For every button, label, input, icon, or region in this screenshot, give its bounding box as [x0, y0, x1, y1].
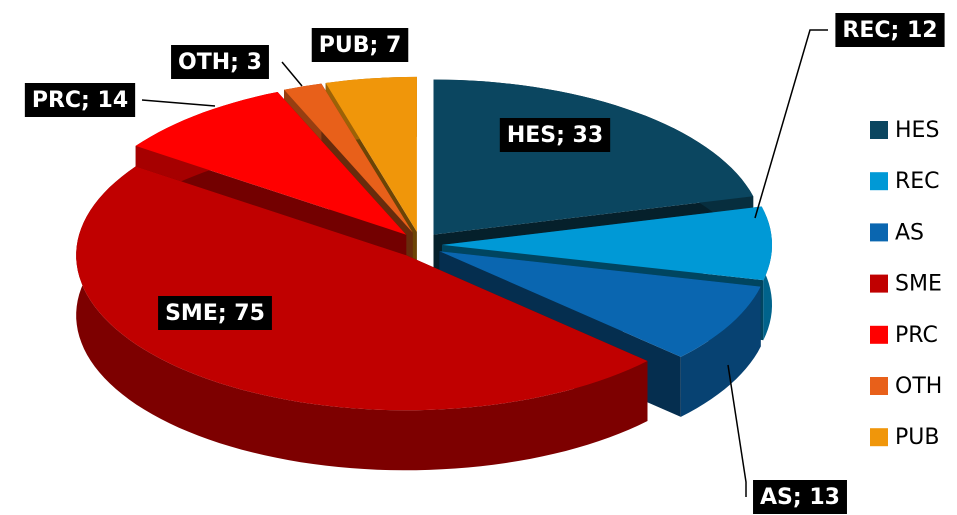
legend-label: SME	[895, 272, 942, 297]
leader-line	[141, 99, 216, 107]
data-labels: HES; 33 REC; 12 AS; 13 SME; 75 PRC; 14 OTH; 3…	[24, 13, 945, 514]
data-label: PRC; 14	[32, 88, 128, 113]
legend-label: OTH	[895, 374, 942, 399]
legend-label: PRC	[895, 323, 938, 348]
label-box	[171, 45, 269, 79]
pie	[76, 76, 772, 471]
legend-swatch	[870, 377, 888, 395]
slice	[325, 76, 417, 232]
slice-wall	[680, 286, 761, 417]
slice	[442, 206, 772, 281]
slice	[439, 251, 761, 357]
legend-label: AS	[895, 220, 924, 245]
label-box	[24, 83, 136, 117]
slice-wall	[76, 166, 648, 471]
data-label: REC; 12	[842, 18, 937, 43]
label-box	[499, 118, 611, 152]
legend-swatch	[870, 121, 888, 139]
data-label: HES; 33	[507, 123, 603, 148]
legend-swatch	[870, 325, 888, 344]
legend-label: HES	[895, 118, 939, 143]
label-box	[158, 296, 272, 330]
leader-line	[727, 364, 747, 497]
label-box	[311, 28, 409, 62]
legend-label: REC	[895, 169, 940, 194]
leader-line	[281, 61, 303, 87]
legend-swatch	[870, 274, 888, 293]
legend-swatch	[870, 172, 888, 191]
label-box	[753, 480, 847, 514]
legend-label: PUB	[895, 425, 939, 450]
data-label: SME; 75	[165, 301, 265, 326]
slice	[135, 92, 407, 235]
slice	[76, 166, 648, 411]
data-label: AS; 13	[760, 485, 840, 510]
data-label: OTH; 3	[178, 50, 262, 75]
label-box	[835, 13, 945, 47]
slice	[284, 83, 413, 233]
legend-swatch	[870, 428, 888, 447]
legend: HES REC AS SME PRC OTH PUB	[870, 118, 942, 450]
data-label: PUB; 7	[319, 33, 402, 58]
legend-swatch	[870, 223, 888, 242]
leader-line	[754, 29, 828, 219]
